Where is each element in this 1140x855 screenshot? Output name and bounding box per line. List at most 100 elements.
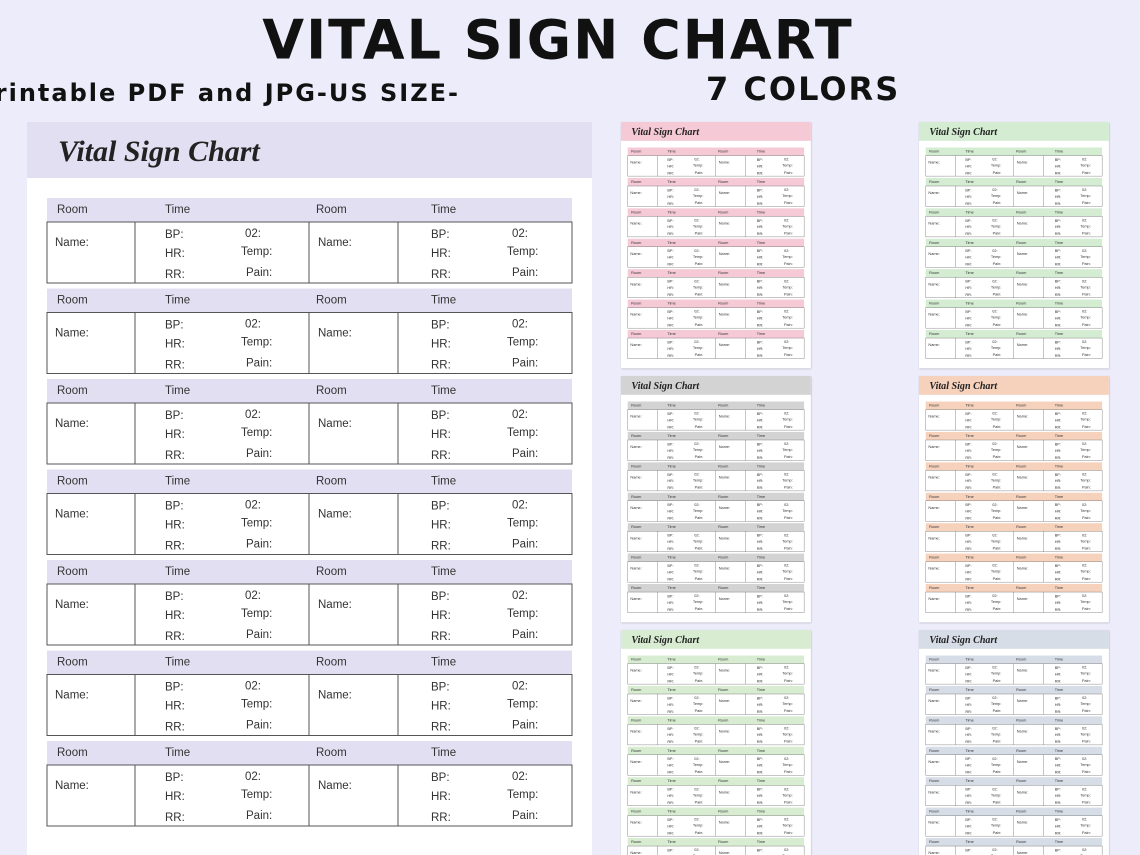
field-label: HR:	[757, 601, 764, 605]
field-label: BP:	[431, 682, 450, 694]
field-label: BP:	[667, 340, 673, 344]
block-header-label: Time	[165, 204, 190, 216]
block-header-label: Room	[631, 779, 641, 783]
block-header-label: Time	[667, 241, 675, 245]
block-header-label: Room	[718, 241, 728, 245]
field-label: HR:	[965, 764, 972, 768]
field-label: Pain:	[246, 358, 272, 370]
block-header-label: Room	[631, 271, 641, 275]
field-label: Pain:	[512, 629, 538, 641]
block-header	[925, 655, 1103, 664]
block-header	[627, 807, 805, 816]
block-header-label: Time	[667, 302, 675, 306]
block-header-label: Room	[929, 150, 939, 154]
field-label: Pain:	[1082, 607, 1091, 611]
field-label: HR:	[667, 286, 674, 290]
field-label: Pain:	[1082, 577, 1091, 581]
field-label: BP:	[965, 219, 971, 223]
field-label: 02:	[694, 666, 699, 670]
field-label: BP:	[667, 249, 673, 253]
field-label: Name:	[719, 191, 730, 195]
field-label: 02:	[694, 340, 699, 344]
block-header-label: Time	[757, 749, 765, 753]
block-header-label: Room	[1016, 241, 1026, 245]
field-label: 02:	[1082, 533, 1087, 537]
sheet-paper	[621, 630, 811, 855]
field-label: Temp:	[507, 608, 538, 620]
field-label: 02:	[694, 757, 699, 761]
field-label: 02:	[1082, 218, 1087, 222]
field-label: 02:	[784, 158, 789, 162]
field-label: Name:	[928, 475, 939, 479]
field-label: 02:	[992, 533, 997, 537]
field-label: Pain:	[784, 171, 793, 175]
field-label: 02:	[1082, 472, 1087, 476]
block-header-label: Time	[165, 747, 190, 759]
block-header-label: Room	[1016, 658, 1026, 662]
field-label: Name:	[1017, 415, 1028, 419]
block-header-label: Time	[965, 150, 973, 154]
field-label: HR:	[667, 195, 674, 199]
block-header-label: Room	[1016, 302, 1026, 306]
block-header-label: Room	[929, 556, 939, 560]
block-header-label: Room	[718, 810, 728, 814]
block-header-label: Time	[965, 840, 973, 844]
block-header-label: Room	[718, 404, 728, 408]
field-label: RR:	[965, 323, 972, 327]
field-label: RR:	[965, 608, 972, 612]
field-label: Temp:	[693, 194, 704, 198]
field-label: Pain:	[695, 607, 704, 611]
block-header	[627, 777, 805, 786]
field-label: Name:	[719, 282, 730, 286]
field-label: HR:	[757, 510, 764, 514]
block-header-label: Time	[965, 586, 973, 590]
block-header-label: Time	[667, 718, 675, 722]
block-header-label: Time	[757, 271, 765, 275]
field-label: HR:	[667, 164, 674, 168]
block-header	[627, 837, 805, 847]
field-label: BP:	[431, 320, 450, 332]
field-label: RR:	[431, 269, 451, 281]
block-header-label: Time	[1055, 332, 1063, 336]
field-label: Name:	[318, 509, 352, 521]
field-label: Pain:	[993, 577, 1002, 581]
field-label: RR:	[757, 323, 764, 327]
block-header-label: Room	[718, 749, 728, 753]
field-label: Temp:	[1080, 346, 1091, 350]
field-label: Pain:	[512, 358, 538, 370]
field-label: Pain:	[784, 800, 793, 804]
field-label: HR:	[965, 510, 972, 514]
field-label: 02:	[694, 188, 699, 192]
field-label: RR:	[431, 722, 451, 734]
field-label: HR:	[1055, 479, 1062, 483]
field-label: Pain:	[695, 486, 704, 490]
block-header-label: Room	[57, 295, 88, 307]
block-header-label: Room	[718, 271, 728, 275]
field-label: Pain:	[246, 539, 272, 551]
field-label: Temp:	[1080, 539, 1091, 543]
field-label: Temp:	[241, 789, 272, 801]
field-label: Temp:	[991, 316, 1002, 320]
block-header-label: Time	[965, 302, 973, 306]
field-label: 02:	[992, 564, 997, 568]
field-label: BP:	[165, 501, 184, 513]
field-label: Name:	[318, 418, 352, 430]
field-label: Pain:	[784, 740, 793, 744]
block-header-label: Time	[165, 295, 190, 307]
field-label: HR:	[667, 824, 674, 828]
field-label: Name:	[1017, 252, 1028, 256]
block-header-label: Time	[965, 180, 973, 184]
field-label: HR:	[667, 418, 674, 422]
field-label: Name:	[1017, 851, 1028, 855]
field-label: BP:	[667, 412, 673, 416]
field-label: BP:	[757, 340, 763, 344]
field-label: Temp:	[507, 518, 538, 530]
field-label: BP:	[1055, 280, 1061, 284]
field-label: Temp:	[782, 194, 793, 198]
field-label: Pain:	[695, 679, 704, 683]
block-header-label: Time	[1055, 302, 1063, 306]
field-label: Name:	[630, 699, 641, 703]
field-label: HR:	[431, 610, 451, 622]
block-header-label: Time	[667, 332, 675, 336]
field-label: Name:	[630, 760, 641, 764]
